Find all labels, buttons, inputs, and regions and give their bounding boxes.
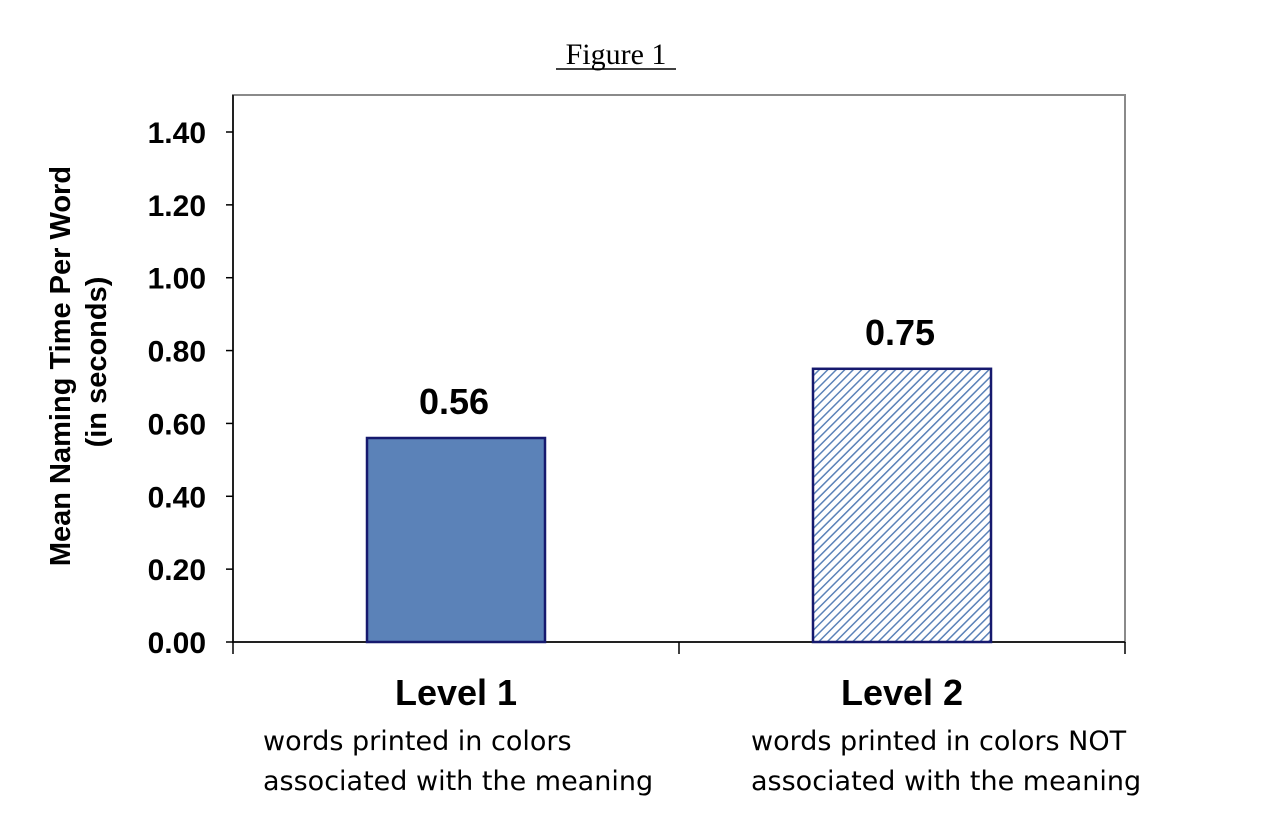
category-description: associated with the meaning xyxy=(263,766,653,797)
bars xyxy=(365,367,993,644)
y-axis-label-line-2: (in seconds) xyxy=(81,277,113,448)
category-description: associated with the meaning xyxy=(751,766,1141,797)
y-axis: 0.00 0.20 0.40 0.60 0.80 1.00 1.20 1.40 xyxy=(148,95,234,660)
y-tick-label: 1.20 xyxy=(148,190,206,223)
bar-level-2 xyxy=(811,367,993,644)
y-tick-label: 0.40 xyxy=(148,481,206,514)
x-axis xyxy=(232,641,1126,654)
x-tick-label: Level 2 xyxy=(841,672,963,713)
y-tick-label: 1.40 xyxy=(148,117,206,150)
category-description: words printed in colors NOT xyxy=(751,726,1127,757)
y-tick-label: 0.80 xyxy=(148,336,206,369)
category-description: words printed in colors xyxy=(263,726,572,757)
x-tick-label: Level 1 xyxy=(395,672,517,713)
data-labels: 0.56 0.75 xyxy=(419,312,935,422)
y-axis-label-line-1: Mean Naming Time Per Word xyxy=(45,166,77,566)
category-labels: Level 1 words printed in colors associated… xyxy=(263,672,1141,797)
data-label: 0.75 xyxy=(865,312,935,353)
y-axis-label: Mean Naming Time Per Word (in seconds) xyxy=(45,158,113,566)
bar-level-1 xyxy=(365,436,547,644)
y-tick-label: 0.00 xyxy=(148,627,206,660)
y-tick-label: 0.60 xyxy=(148,408,206,441)
y-tick-label: 1.00 xyxy=(148,263,206,296)
chart-title: Figure 1 xyxy=(566,38,667,71)
data-label: 0.56 xyxy=(419,381,489,422)
y-tick-label: 0.20 xyxy=(148,554,206,587)
